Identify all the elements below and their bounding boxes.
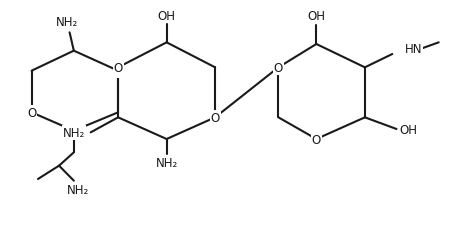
Text: NH₂: NH₂ bbox=[67, 183, 89, 196]
Text: O: O bbox=[113, 65, 123, 78]
Text: O: O bbox=[311, 133, 320, 146]
Text: O: O bbox=[210, 111, 219, 124]
Text: NH₂: NH₂ bbox=[63, 126, 85, 139]
Text: NH₂: NH₂ bbox=[56, 16, 78, 29]
Text: O: O bbox=[27, 106, 36, 119]
Text: OH: OH bbox=[307, 10, 325, 23]
Text: O: O bbox=[273, 62, 282, 75]
Text: OH: OH bbox=[157, 9, 175, 22]
Text: OH: OH bbox=[399, 123, 416, 136]
Text: O: O bbox=[113, 62, 123, 75]
Text: HN: HN bbox=[404, 43, 421, 56]
Text: NH₂: NH₂ bbox=[155, 156, 177, 169]
